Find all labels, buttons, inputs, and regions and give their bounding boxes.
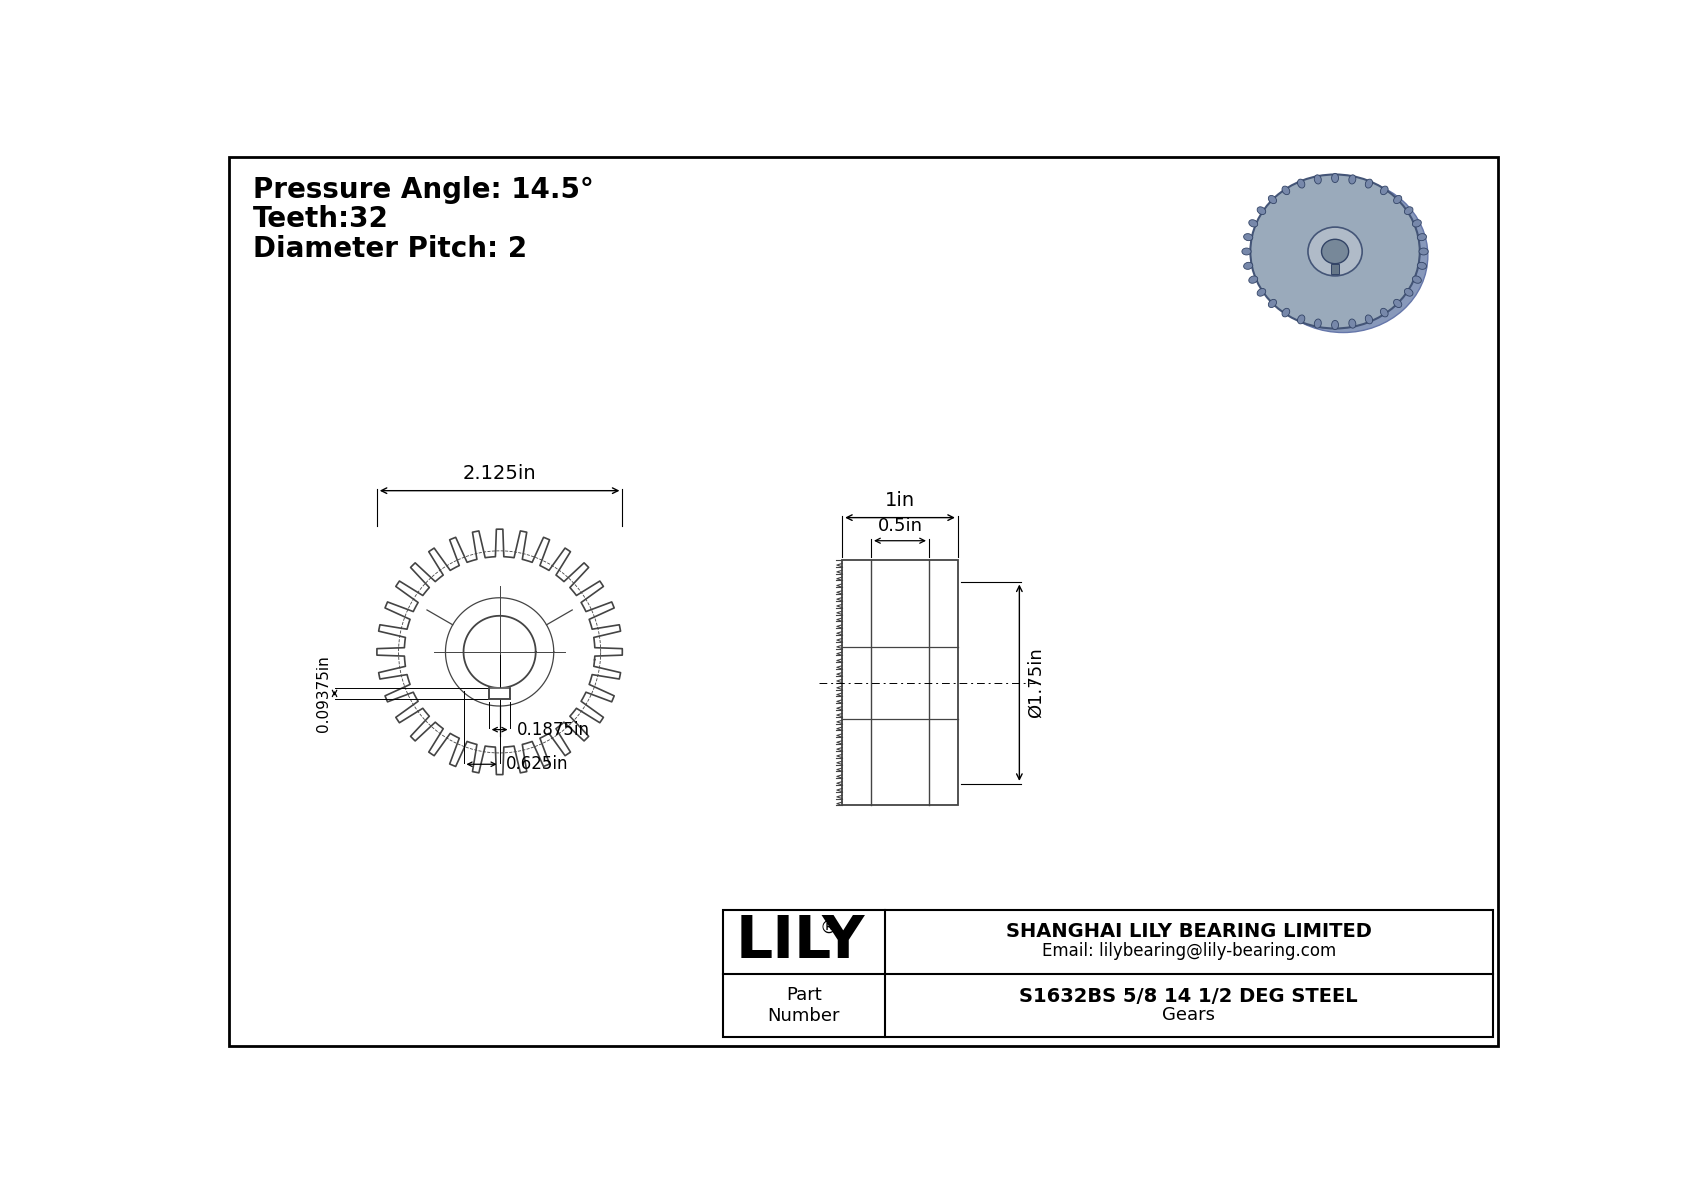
Ellipse shape [1250, 276, 1258, 283]
Ellipse shape [1327, 250, 1352, 256]
Ellipse shape [1282, 186, 1290, 194]
Ellipse shape [1327, 319, 1352, 326]
Ellipse shape [1418, 262, 1426, 269]
Ellipse shape [1243, 262, 1253, 269]
Text: LILY: LILY [736, 913, 864, 971]
Bar [842, 560, 958, 805]
Ellipse shape [1250, 175, 1420, 329]
Ellipse shape [1327, 181, 1352, 187]
Text: Gears: Gears [1162, 1005, 1216, 1023]
Ellipse shape [1332, 174, 1339, 182]
Bar [1332, 263, 1339, 274]
Ellipse shape [1258, 179, 1428, 332]
Ellipse shape [1241, 248, 1251, 255]
Ellipse shape [1404, 207, 1413, 214]
Ellipse shape [1420, 248, 1428, 255]
Ellipse shape [1258, 207, 1266, 214]
Text: 1in: 1in [886, 491, 914, 510]
Ellipse shape [1366, 314, 1372, 324]
Ellipse shape [1268, 299, 1276, 307]
Ellipse shape [1413, 276, 1421, 283]
Ellipse shape [1413, 219, 1421, 227]
Ellipse shape [1282, 308, 1290, 317]
Ellipse shape [1314, 175, 1322, 183]
Ellipse shape [1349, 319, 1356, 329]
Ellipse shape [1381, 186, 1388, 194]
Text: Email: lilybearing@lily-bearing.com: Email: lilybearing@lily-bearing.com [1042, 942, 1335, 960]
Text: 0.09375in: 0.09375in [315, 655, 330, 731]
Text: 0.625in: 0.625in [505, 755, 568, 773]
Text: Ø1.75in: Ø1.75in [1027, 648, 1046, 718]
Ellipse shape [1381, 308, 1388, 317]
Ellipse shape [1258, 288, 1266, 297]
Text: Pressure Angle: 14.5°: Pressure Angle: 14.5° [253, 176, 594, 204]
Ellipse shape [1297, 314, 1305, 324]
Ellipse shape [1394, 195, 1401, 204]
Ellipse shape [1366, 179, 1372, 188]
Text: Diameter Pitch: 2: Diameter Pitch: 2 [253, 235, 527, 262]
Text: S1632BS 5/8 14 1/2 DEG STEEL: S1632BS 5/8 14 1/2 DEG STEEL [1019, 986, 1357, 1005]
Ellipse shape [1297, 179, 1305, 188]
Text: 2.125in: 2.125in [463, 464, 537, 484]
Text: Teeth:32: Teeth:32 [253, 205, 389, 233]
Text: 0.1875in: 0.1875in [517, 721, 589, 738]
Ellipse shape [1243, 233, 1253, 241]
Text: 0.5in: 0.5in [877, 517, 923, 535]
Text: ®: ® [820, 919, 837, 937]
Text: SHANGHAI LILY BEARING LIMITED: SHANGHAI LILY BEARING LIMITED [1005, 922, 1372, 941]
Ellipse shape [1349, 175, 1356, 183]
Bar [488, 688, 510, 699]
Ellipse shape [1332, 320, 1339, 330]
Ellipse shape [1418, 233, 1426, 241]
Ellipse shape [1314, 319, 1322, 329]
Ellipse shape [1404, 288, 1413, 297]
Ellipse shape [1394, 299, 1401, 307]
Ellipse shape [1268, 195, 1276, 204]
Ellipse shape [1250, 219, 1258, 227]
Text: Part
Number: Part Number [768, 986, 840, 1024]
Bar [722, 910, 1494, 1037]
Ellipse shape [1322, 239, 1349, 263]
Ellipse shape [1308, 227, 1362, 276]
